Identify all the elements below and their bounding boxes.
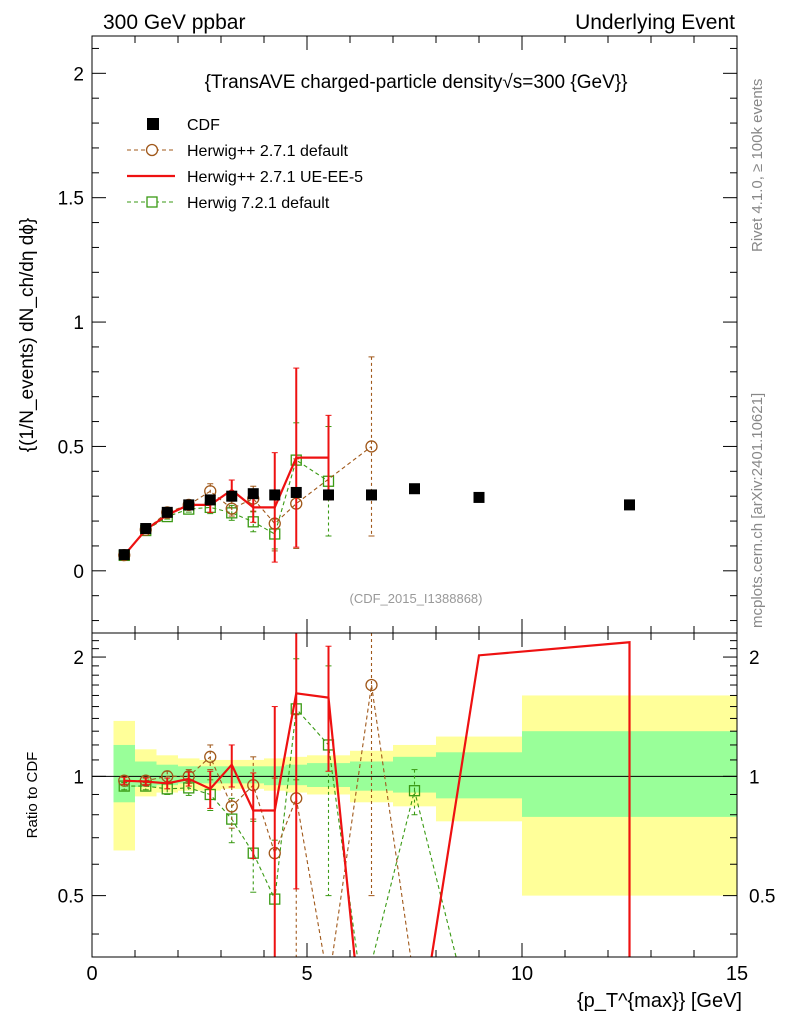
legend-entry: Herwig++ 2.7.1 UE-EE-5 bbox=[127, 169, 363, 186]
main-cdf-point bbox=[118, 549, 130, 561]
ratio-band-inner bbox=[393, 756, 436, 793]
ratio-panel: 0.5 0.5 1 1 2 2 0 5 10 15 bbox=[58, 632, 775, 985]
x-tick-label: 10 bbox=[511, 963, 533, 985]
main-y-tick-label: 0 bbox=[73, 562, 84, 583]
main-y-tick-label: 1 bbox=[73, 313, 84, 334]
ratio-herwig-7-2-1-default-point bbox=[408, 785, 421, 797]
main-herwig-2-7-1-default-point bbox=[365, 440, 378, 453]
legend-entry: CDF bbox=[147, 117, 220, 134]
ratio-band-inner bbox=[113, 744, 135, 803]
main-cdf-point bbox=[204, 494, 216, 506]
main-cdf-point bbox=[161, 506, 173, 518]
ratio-herwig-2-7-1-ue-ee-5-line bbox=[124, 641, 631, 957]
mcplots-reference-label: mcplots.cern.ch [arXiv:2401.10621] bbox=[749, 393, 766, 628]
header-left: 300 GeV ppbar bbox=[103, 11, 245, 34]
main-cdf-point bbox=[409, 483, 420, 495]
main-cdf-point bbox=[269, 489, 281, 501]
ratio-herwig-2-7-1-default-point bbox=[225, 800, 238, 813]
main-herwig-2-7-1-ue-ee-5-line bbox=[123, 456, 329, 556]
main-y-axis-label: {(1/N_events) dN_ch/dη dϕ} bbox=[17, 218, 38, 453]
main-cdf-point bbox=[473, 491, 485, 503]
x-tick-label: 15 bbox=[726, 963, 748, 985]
ratio-y-tick-label-right: 2 bbox=[749, 648, 760, 669]
main-cdf-point bbox=[247, 488, 259, 500]
ratio-plot-area bbox=[92, 633, 737, 957]
rivet-version-label: Rivet 4.1.0, ≥ 100k events bbox=[749, 79, 766, 252]
legend-marker-square bbox=[146, 196, 158, 208]
ratio-y-tick-label-left: 0.5 bbox=[58, 887, 84, 908]
main-cdf-point bbox=[140, 523, 152, 535]
legend-marker-cdf bbox=[147, 118, 159, 130]
ratio-band-inner bbox=[436, 752, 522, 799]
ratio-band-inner bbox=[156, 764, 178, 786]
legend-label: Herwig++ 2.7.1 default bbox=[187, 143, 349, 160]
main-y-tick-label: 1.5 bbox=[58, 189, 84, 210]
header-right: Underlying Event bbox=[575, 11, 735, 34]
main-y-tick-label: 2 bbox=[73, 64, 84, 85]
legend-marker-circle bbox=[145, 143, 159, 157]
ratio-series-group bbox=[118, 633, 631, 957]
main-cdf-point bbox=[183, 499, 195, 511]
main-herwig-2-7-1-default-line bbox=[123, 445, 372, 556]
main-herwig-2-7-1-default-point bbox=[225, 502, 238, 515]
legend: CDF Herwig++ 2.7.1 default Herwig++ 2.7.1 … bbox=[127, 117, 363, 212]
main-cdf-point bbox=[366, 489, 377, 501]
x-axis-label: {p_T^{max}} [GeV] bbox=[577, 990, 742, 1012]
legend-entry: Herwig++ 2.7.1 default bbox=[127, 143, 349, 160]
main-axis-ticks: 0 0.5 1 1.5 2 bbox=[58, 36, 738, 633]
ratio-y-tick-label-left: 2 bbox=[73, 648, 84, 669]
analysis-id-label: (CDF_2015_I1388868) bbox=[350, 591, 483, 606]
ratio-frame bbox=[91, 632, 738, 958]
main-title: {TransAVE charged-particle density√s=300… bbox=[205, 72, 628, 93]
ratio-y-tick-label-right: 1 bbox=[749, 767, 760, 788]
main-plot-area bbox=[118, 356, 635, 563]
x-tick-label: 5 bbox=[301, 963, 312, 985]
ratio-y-tick-label-left: 1 bbox=[73, 767, 84, 788]
main-y-tick-label: 0.5 bbox=[58, 437, 84, 458]
main-panel: 0 0.5 1 1.5 2 {TransAVE charged-particle den… bbox=[58, 35, 738, 634]
legend-label: Herwig 7.2.1 default bbox=[187, 195, 330, 212]
main-cdf-point bbox=[323, 489, 334, 501]
ratio-axis-ticks: 0.5 0.5 1 1 2 2 0 5 10 15 bbox=[58, 633, 775, 985]
legend-label: CDF bbox=[187, 117, 220, 134]
ratio-y-axis-label: Ratio to CDF bbox=[24, 752, 41, 839]
x-tick-label: 0 bbox=[86, 963, 97, 985]
legend-label: Herwig++ 2.7.1 UE-EE-5 bbox=[187, 169, 363, 186]
ratio-y-tick-label-right: 0.5 bbox=[749, 887, 775, 908]
ratio-herwig-2-7-1-default-point bbox=[365, 678, 378, 692]
main-cdf-point bbox=[624, 499, 635, 511]
main-cdf-point bbox=[290, 486, 302, 498]
ratio-herwig-2-7-1-default-line bbox=[124, 684, 412, 957]
legend-entry: Herwig 7.2.1 default bbox=[127, 195, 330, 212]
main-cdf-point bbox=[226, 490, 238, 502]
ratio-herwig-2-7-1-default-point bbox=[204, 750, 217, 763]
